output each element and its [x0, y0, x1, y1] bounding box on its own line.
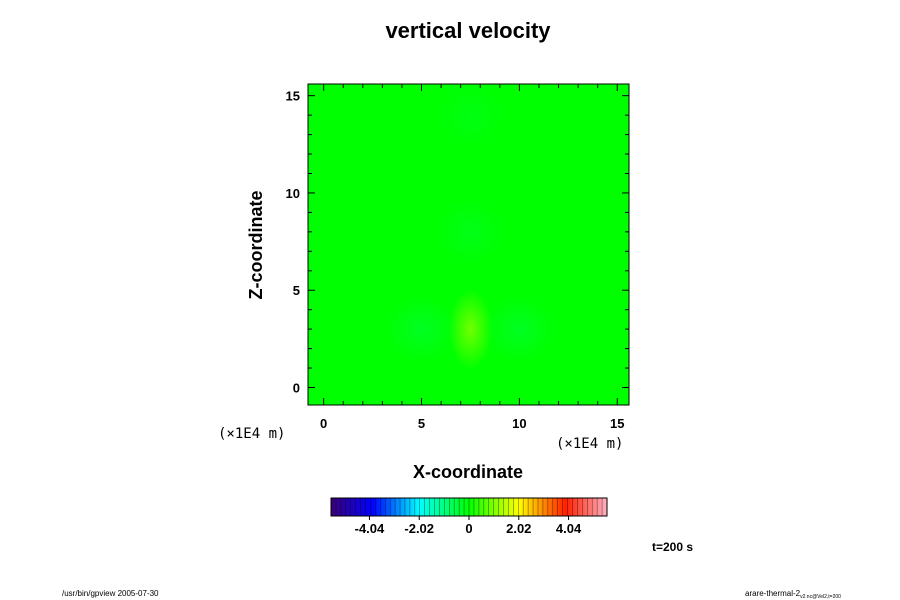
x-tick-label: 15 — [610, 416, 624, 431]
x-axis-unit-left: (×1E4 m) — [218, 426, 285, 442]
x-axis-unit-right: (×1E4 m) — [556, 436, 623, 452]
colorbar-ticks: -4.04 -2.02 0 2.02 4.04 — [355, 516, 582, 536]
y-tick-label: 5 — [293, 283, 300, 298]
chart-title: vertical velocity — [385, 18, 551, 43]
field-feature — [434, 197, 507, 266]
colorbar-tick-label: -2.02 — [404, 521, 434, 536]
y-tick-label: 15 — [286, 89, 300, 104]
x-axis-label: X-coordinate — [413, 462, 523, 482]
colorbar-stripes — [335, 498, 603, 516]
colorbar-tick-label: 4.04 — [556, 521, 582, 536]
axis-tick-labels: 0 5 10 15 0 5 10 15 — [286, 89, 625, 431]
field-feature — [483, 295, 556, 364]
colorbar: -4.04 -2.02 0 2.02 4.04 — [330, 497, 608, 536]
footer-right-main: arare-thermal-2 — [745, 589, 801, 598]
field-features — [385, 84, 556, 370]
plot-field — [308, 84, 629, 405]
colorbar-tick-label: 0 — [465, 521, 472, 536]
y-tick-label: 0 — [293, 380, 300, 395]
time-label: t=200 s — [652, 540, 693, 554]
colorbar-tick-label: 2.02 — [506, 521, 531, 536]
axis-ticks — [308, 84, 629, 405]
field-feature — [434, 84, 507, 150]
y-axis-label: Z-coordinate — [246, 190, 266, 299]
footer-right: arare-thermal-2v2.nc@Vel2,t=200 — [745, 589, 841, 600]
footer-left: /usr/bin/gpview 2005-07-30 — [62, 589, 159, 598]
x-tick-label: 0 — [320, 416, 327, 431]
y-tick-label: 10 — [286, 186, 300, 201]
footer-right-sub: v2.nc@Vel2,t=200 — [800, 594, 841, 600]
x-tick-label: 5 — [418, 416, 425, 431]
x-tick-label: 10 — [512, 416, 526, 431]
colorbar-tick-label: -4.04 — [355, 521, 385, 536]
field-feature — [385, 295, 458, 364]
plot-frame — [307, 83, 630, 406]
field-feature — [448, 289, 493, 370]
